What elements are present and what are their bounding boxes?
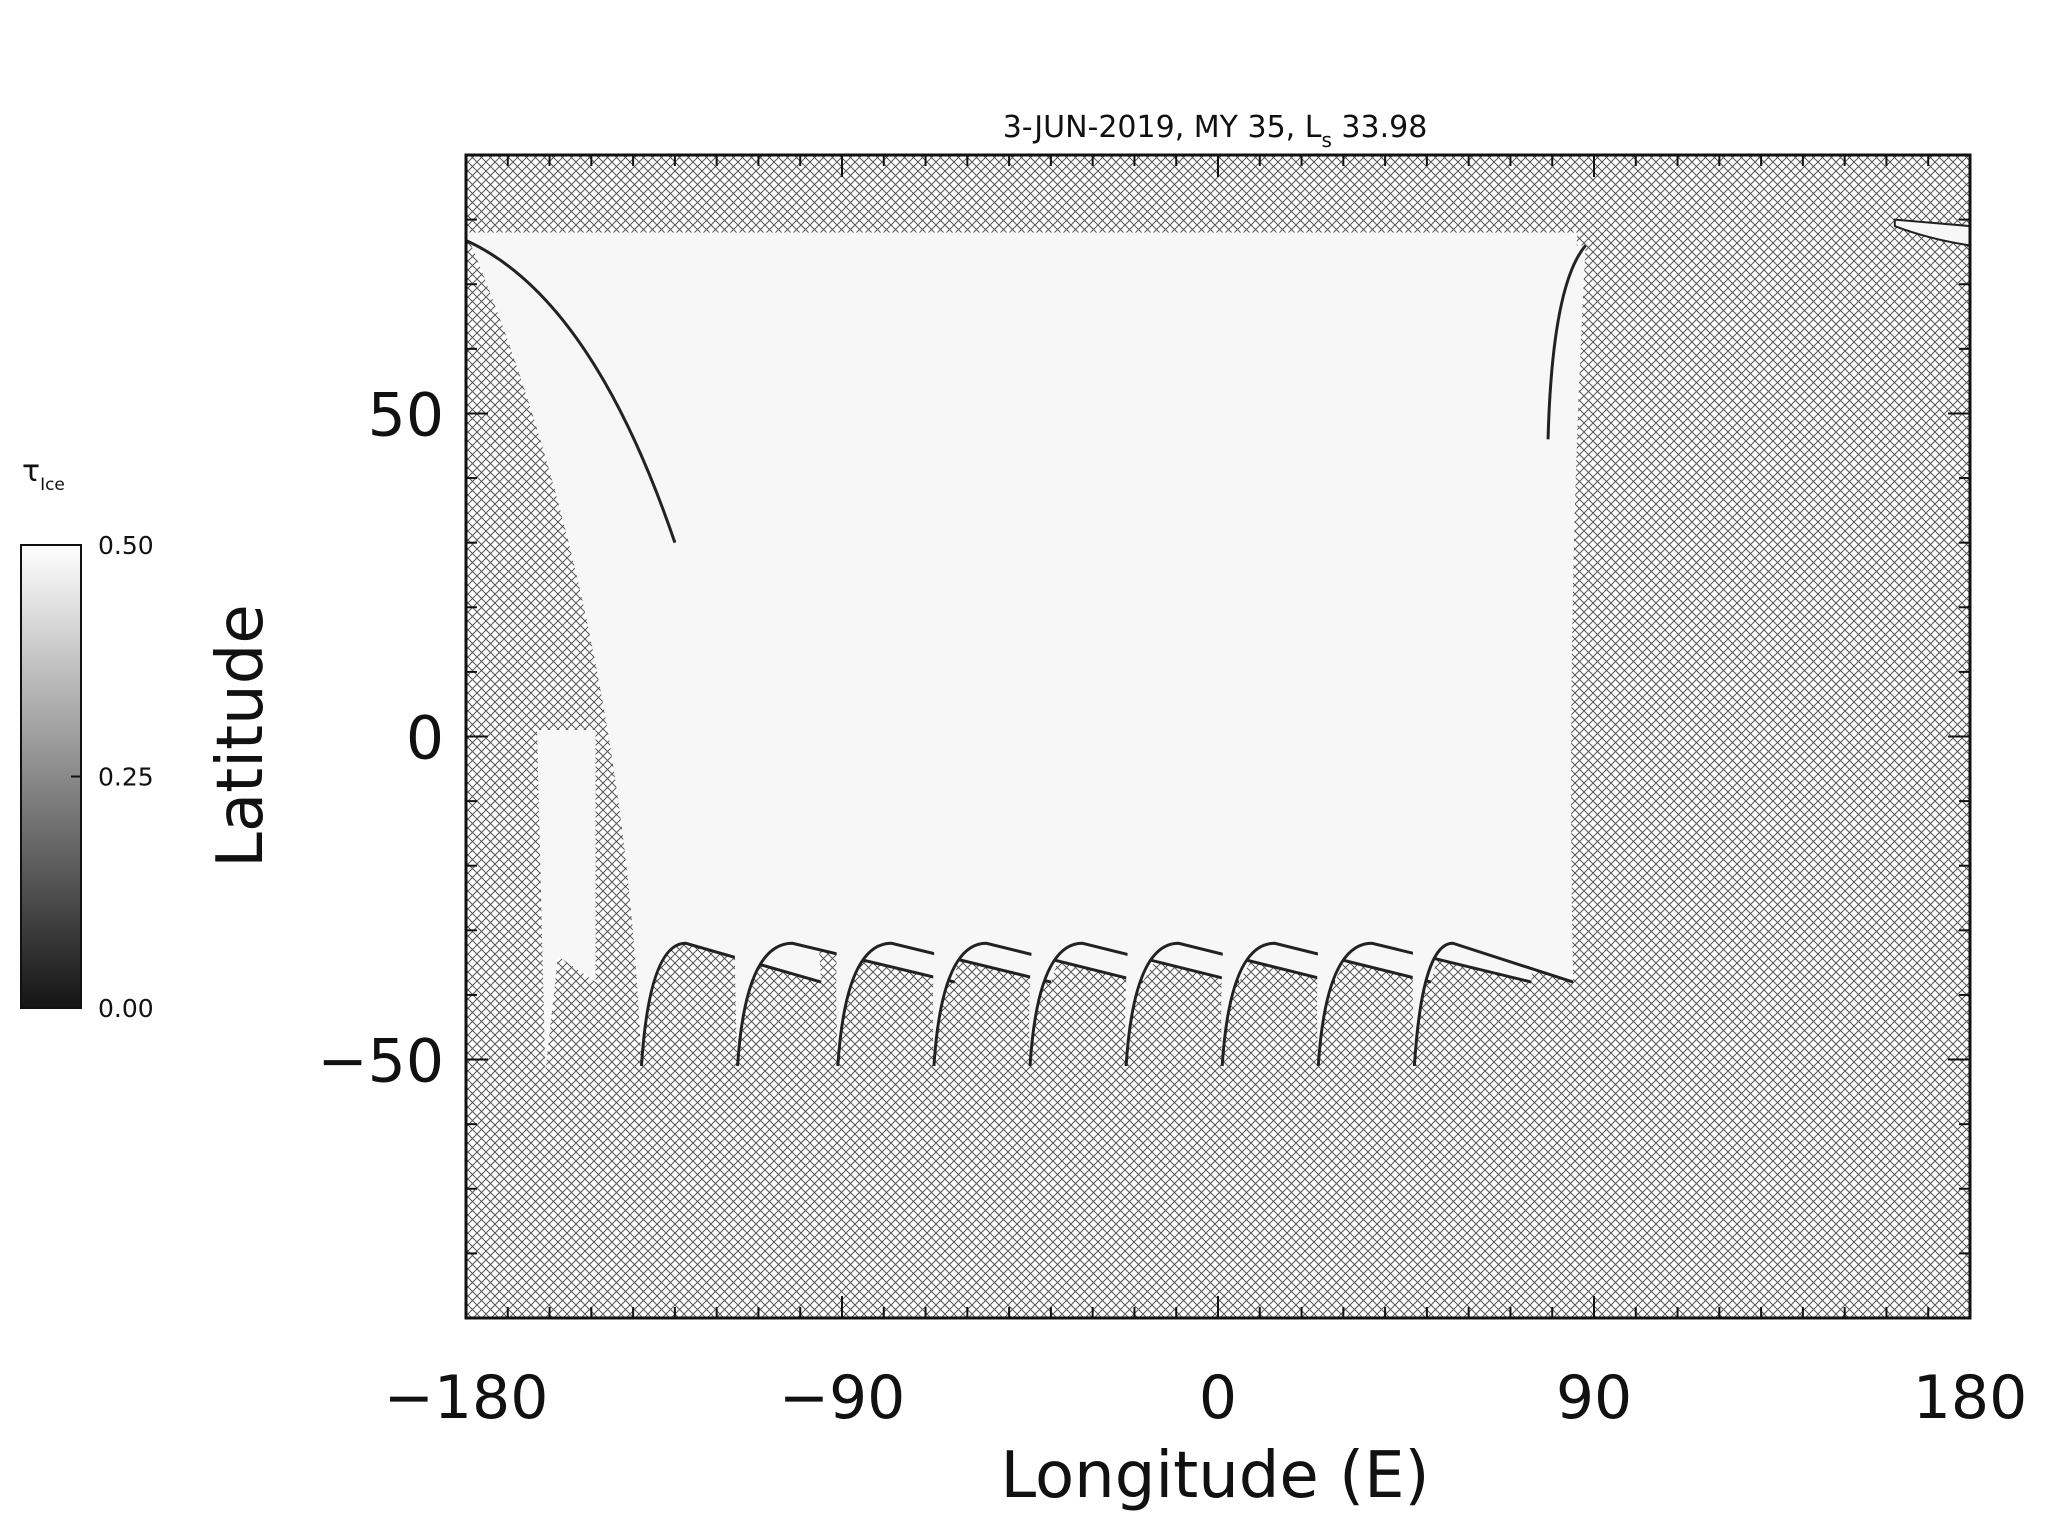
x-tick-label: 0: [1199, 1363, 1237, 1433]
data-swath: [466, 232, 822, 1067]
swath-edge: [1220, 941, 1432, 1067]
colorbar-tick-label: 0.00: [98, 994, 154, 1023]
swath-edge: [1412, 941, 1574, 1067]
swath-edge: [1124, 941, 1336, 1067]
cap-right-edge: [1546, 244, 1587, 440]
swath-edge: [932, 941, 1144, 1067]
cap-left-edge: [465, 239, 677, 544]
data-swath-extra: [537, 730, 596, 1073]
y-tick-label: −50: [317, 1027, 444, 1097]
x-axis-label: Longitude (E): [1000, 1439, 1429, 1513]
y-axis-label: Latitude: [204, 604, 278, 867]
swath-edge: [836, 941, 1052, 1067]
colorbar-ticks: 0.00 0.25 0.50: [71, 531, 154, 1023]
data-swaths: [465, 218, 1971, 1073]
swath-edge: [736, 941, 956, 1067]
colorbar-label: τIce: [22, 454, 65, 495]
y-tick-labels: −50 0 50: [317, 380, 444, 1096]
y-tick-label: 0: [406, 704, 444, 774]
colorbar-tick-label: 0.50: [98, 531, 154, 560]
colorbar-tick-label: 0.25: [98, 763, 154, 792]
chart-title: 3-JUN-2019, MY 35, Ls 33.98: [1003, 110, 1428, 152]
northern-cap: [466, 232, 1586, 414]
title-subscript: s: [1321, 128, 1331, 152]
x-tick-label: 90: [1556, 1363, 1632, 1433]
swath-edge: [1028, 941, 1240, 1067]
swath-edge: [639, 941, 822, 1067]
colorbar-label-subscript: Ice: [40, 475, 65, 495]
x-tick-labels: −180 −90 0 90 180: [384, 1363, 2028, 1433]
x-tick-label: −180: [384, 1363, 549, 1433]
x-tick-label: −90: [779, 1363, 906, 1433]
swath-edge: [1316, 941, 1532, 1067]
y-tick-label: 50: [368, 380, 444, 450]
data-swath: [1412, 245, 1586, 1067]
axis-ticks: [465, 154, 1971, 1319]
x-tick-label: 180: [1913, 1363, 2028, 1433]
